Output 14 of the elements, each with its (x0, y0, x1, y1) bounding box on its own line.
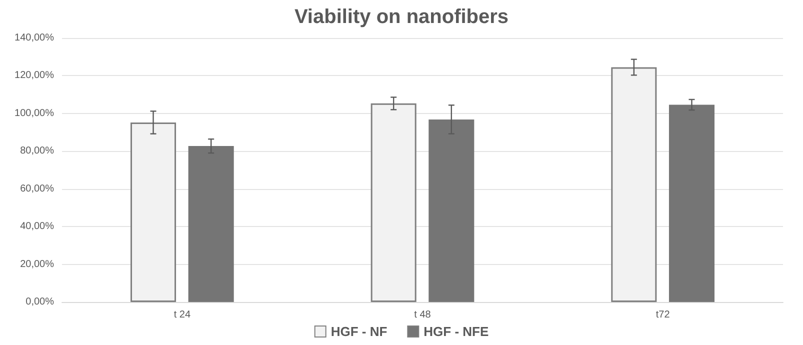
x-tick-label: t72 (656, 310, 670, 320)
y-tick-label: 0,00% (26, 296, 54, 308)
y-tick-label: 120,00% (14, 70, 54, 82)
y-tick-label: 20,00% (20, 258, 54, 270)
y-tick-label: 60,00% (20, 183, 54, 194)
y-tick-label: 140,00% (14, 32, 54, 44)
y-tick-label: 40,00% (20, 221, 54, 232)
x-tick-label: t 48 (414, 310, 432, 320)
y-tick-label: 80,00% (20, 146, 54, 157)
legend-label: HGF - NF (330, 324, 388, 339)
chart-title: Viability on nanofibers (294, 6, 509, 28)
legend-label: HGF - NFE (424, 324, 489, 339)
y-tick-label: 100,00% (14, 108, 54, 119)
x-tick-label: t 24 (174, 310, 191, 320)
